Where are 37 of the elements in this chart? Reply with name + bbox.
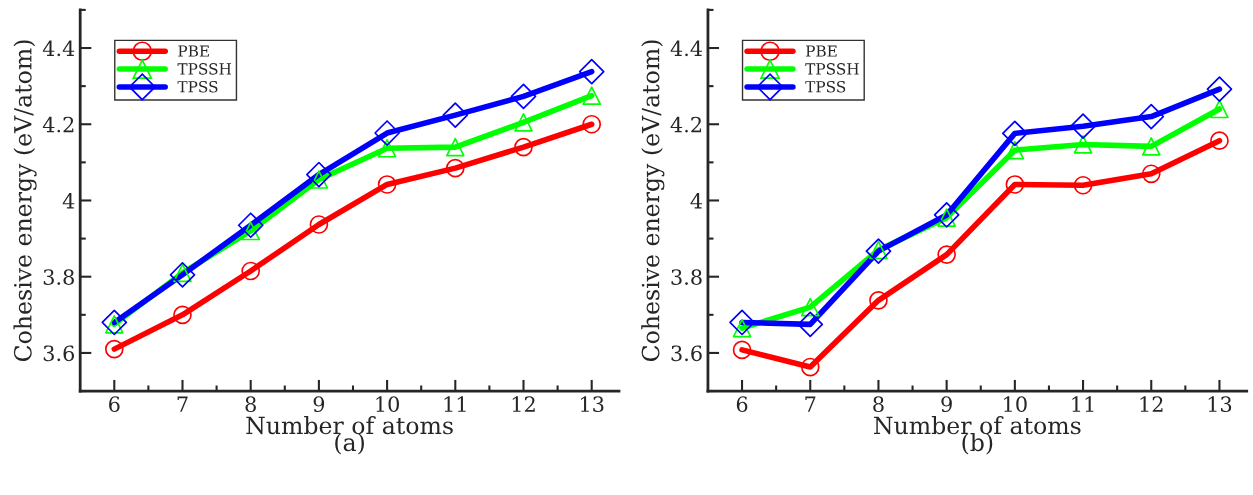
x-tick-label: 10 <box>376 396 399 413</box>
y-axis-title: Cohesive energy (eV/atom) <box>641 40 665 362</box>
text: (a) <box>335 432 364 455</box>
y-tick-label: 3.8 <box>671 269 702 285</box>
x-tick-label: 11 <box>1072 396 1094 412</box>
y-tick-label: 4 <box>690 192 703 209</box>
x-tick-label: 6 <box>736 396 748 413</box>
x-tick-label: 8 <box>873 396 884 413</box>
x-tick-label: 13 <box>1208 396 1232 413</box>
legend-label: TPSS <box>805 80 846 93</box>
legend-label: TPSSH <box>805 63 859 75</box>
x-tick-label: 12 <box>1140 396 1163 412</box>
x-tick-label: 13 <box>580 396 604 413</box>
x-tick-label: 8 <box>245 396 256 413</box>
legend-label: PBE <box>178 45 209 57</box>
y-tick-label: 4.4 <box>670 40 703 57</box>
y-tick-label: 4.2 <box>670 116 702 133</box>
x-tick-label: 7 <box>805 396 816 412</box>
x-tick-label: 12 <box>512 396 535 412</box>
legend-label: PBE <box>806 45 837 57</box>
x-tick-label: 11 <box>444 396 466 412</box>
legend-label: TPSS <box>177 80 218 93</box>
y-tick-label: 3.8 <box>43 269 74 285</box>
x-tick-label: 6 <box>109 396 120 413</box>
y-tick-label: 4.4 <box>42 40 75 57</box>
x-tick-label: 7 <box>177 396 188 412</box>
text: (b) <box>962 432 993 455</box>
y-tick-label: 4 <box>62 192 75 209</box>
x-tick-label: 9 <box>941 396 952 413</box>
legend-label: TPSSH <box>177 63 232 75</box>
x-axis-title: Number of atoms <box>246 416 453 435</box>
y-tick-label: 3.6 <box>671 345 702 362</box>
x-tick-label: 10 <box>1004 396 1027 413</box>
y-axis-title: Cohesive energy (eV/atom) <box>13 40 37 362</box>
x-tick-label: 9 <box>313 396 325 413</box>
y-tick-label: 3.6 <box>43 345 75 362</box>
y-tick-label: 4.2 <box>42 116 74 133</box>
